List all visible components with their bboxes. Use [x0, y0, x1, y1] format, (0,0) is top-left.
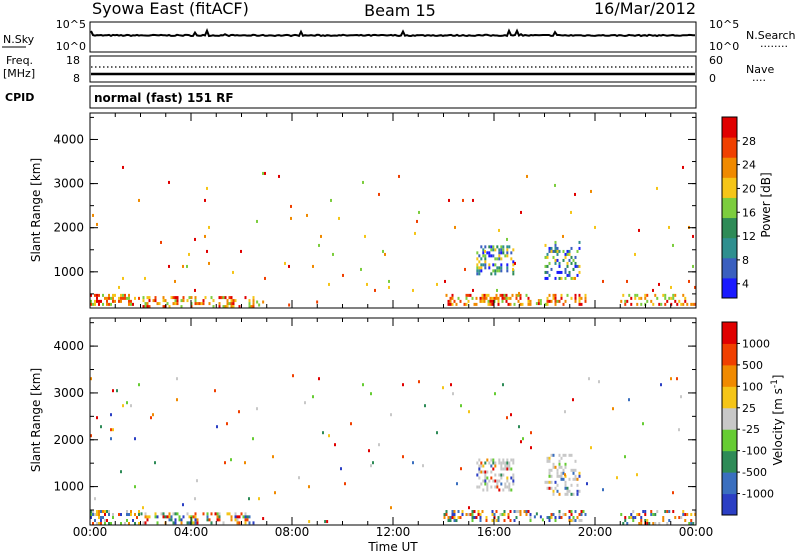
colorbar-tick-label: 500 [742, 359, 763, 372]
time-axis-labels: 00:00 04:00 08:00 12:00 16:00 20:00 00:00 [73, 525, 714, 539]
colorbar-swatch [722, 277, 737, 299]
colorbar-swatch [722, 386, 737, 409]
power-colorbar-label: Power [dB] [759, 172, 773, 237]
time-tick-label: 00:00 [679, 525, 714, 539]
y-tick-label: 3000 [53, 177, 84, 191]
colorbar-swatch [722, 117, 737, 138]
colorbar-tick-label: -1000 [742, 488, 774, 501]
colorbar-swatch [722, 364, 737, 387]
noise-left-tick-top: 10^5 [56, 18, 86, 31]
colorbar-swatch [722, 450, 737, 473]
freq-right-tick-top: 60 [709, 54, 723, 67]
colorbar-tick-label: 8 [742, 254, 749, 267]
power-panel: 4000 3000 2000 1000 Slant Range [km] 28 24 20… [29, 112, 773, 309]
noise-right-tick-bottom: 10^0 [709, 40, 739, 53]
colorbar-tick-label: 16 [742, 206, 756, 219]
noise-search-dots: ........ [760, 37, 788, 50]
colorbar-frame [721, 321, 738, 516]
freq-left-tick-top: 18 [66, 54, 80, 67]
time-tick-label: 20:00 [578, 525, 613, 539]
noise-right-tick-top: 10^5 [709, 18, 739, 31]
power-scatter [90, 165, 697, 309]
colorbar-swatch [722, 407, 737, 430]
velocity-colorbar: 1000 500 100 25 -25 -100 -500 -1000 [721, 321, 774, 516]
nave-dots: .... [752, 71, 766, 84]
colorbar-swatch [722, 177, 737, 198]
power-plot-frame [89, 112, 697, 309]
time-tick-label: 16:00 [477, 525, 512, 539]
noise-left-tick-bottom: 10^0 [56, 40, 86, 53]
colorbar-swatch [722, 472, 737, 495]
time-tick-label: 04:00 [174, 525, 209, 539]
power-colorbar: 28 24 20 16 12 8 4 [721, 116, 756, 299]
noise-search-label: N.Search [746, 29, 796, 42]
colorbar-tick-label: 4 [742, 278, 749, 291]
colorbar-frame [721, 116, 738, 299]
freq-right-tick-bottom: 0 [709, 72, 716, 85]
y-tick-label: 1000 [53, 480, 84, 494]
colorbar-swatch [722, 429, 737, 452]
noise-sky-label: N.Sky [3, 33, 35, 46]
power-ylabel: Slant Range [km] [29, 158, 43, 262]
colorbar-tick-label: 24 [742, 159, 756, 172]
colorbar-tick-label: 12 [742, 230, 756, 243]
noise-sky-trace [90, 28, 695, 38]
nave-label: Nave [746, 63, 774, 76]
y-tick-label: 2000 [53, 433, 84, 447]
colorbar-tick-label: 1000 [742, 337, 770, 350]
colorbar-swatch [722, 322, 737, 344]
colorbar-swatch [722, 493, 737, 516]
colorbar-swatch [722, 157, 737, 178]
time-axis-label: Time UT [367, 540, 418, 554]
colorbar-swatch [722, 217, 737, 239]
velocity-x-ticks [89, 318, 697, 525]
y-tick-label: 2000 [53, 221, 84, 235]
y-tick-label: 3000 [53, 386, 84, 400]
colorbar-swatch [722, 343, 737, 366]
time-tick-label: 12:00 [376, 525, 411, 539]
freq-label: Freq. [6, 54, 33, 67]
colorbar-tick-label: 20 [742, 182, 756, 195]
colorbar-tick-label: -100 [742, 445, 767, 458]
freq-panel-frame [89, 55, 697, 83]
colorbar-swatch [722, 257, 737, 279]
velocity-scatter [90, 374, 697, 526]
colorbar-swatch [722, 137, 737, 158]
cpid-text: normal (fast) 151 RF [94, 91, 234, 105]
freq-panel: Freq. [MHz] 18 8 60 0 Nave .... [3, 54, 774, 85]
colorbar-tick-label: -25 [742, 423, 760, 436]
noise-panel: N.Sky 10^5 10^0 10^5 10^0 N.Search .....… [2, 18, 796, 53]
noise-panel-frame [89, 21, 697, 53]
time-tick-label: 08:00 [275, 525, 310, 539]
freq-left-tick-bottom: 8 [73, 72, 80, 85]
colorbar-tick-label: 100 [742, 380, 763, 393]
date-title: 16/Mar/2012 [594, 0, 696, 18]
time-tick-label: 00:00 [73, 525, 108, 539]
velocity-colorbar-label: Velocity [m s-1] [770, 375, 785, 466]
y-tick-label: 4000 [53, 339, 84, 353]
colorbar-swatch [722, 197, 737, 219]
freq-unit: [MHz] [3, 67, 35, 80]
velocity-panel: 4000 3000 2000 1000 Slant Range [km] 1000 50… [29, 317, 785, 526]
y-tick-label: 1000 [53, 265, 84, 279]
velocity-plot-frame [89, 317, 697, 526]
power-y-axis: 4000 3000 2000 1000 [53, 116, 696, 295]
station-title: Syowa East (fitACF) [92, 0, 249, 18]
colorbar-swatch [722, 237, 737, 259]
colorbar-tick-label: -500 [742, 466, 767, 479]
cpid-label: CPID [5, 91, 34, 104]
cpid-frame [89, 85, 697, 109]
velocity-y-axis: 4000 3000 2000 1000 [53, 322, 696, 511]
power-x-ticks [89, 113, 697, 308]
colorbar-tick-label: 25 [742, 402, 756, 415]
velocity-ylabel: Slant Range [km] [29, 368, 43, 472]
beam-title: Beam 15 [364, 1, 436, 20]
colorbar-tick-label: 28 [742, 135, 756, 148]
y-tick-label: 4000 [53, 132, 84, 146]
